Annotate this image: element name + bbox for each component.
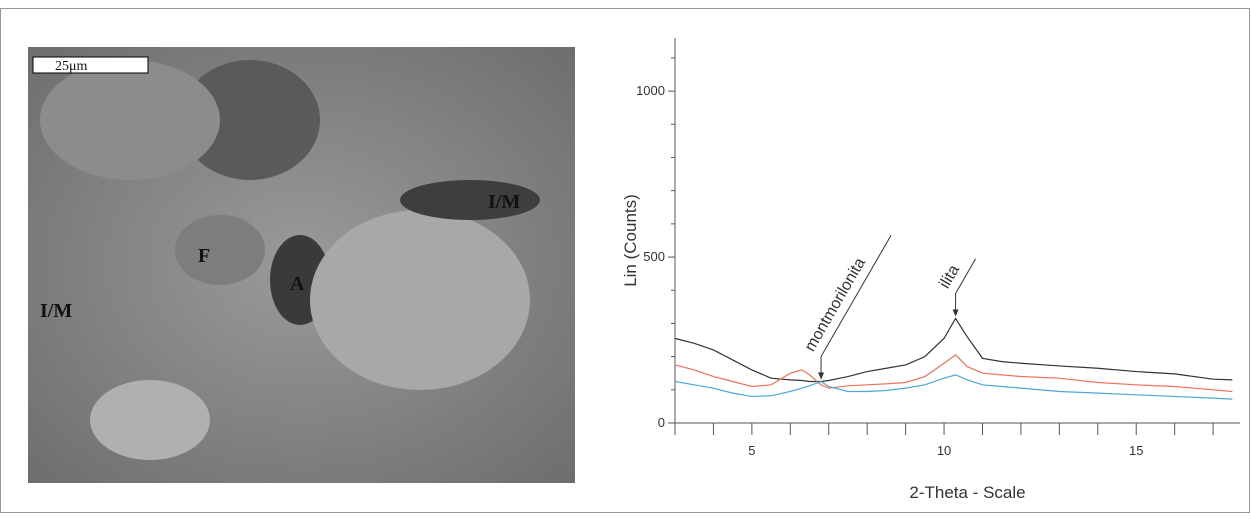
frame bbox=[0, 8, 1250, 513]
series-line bbox=[674, 374, 1233, 400]
series-line bbox=[674, 317, 1233, 383]
x-tick-label: 5 bbox=[748, 443, 755, 458]
annotation-arrow bbox=[955, 258, 977, 316]
texture bbox=[40, 60, 220, 180]
annotation-arrow bbox=[820, 235, 892, 379]
y-tick-label: 1000 bbox=[636, 83, 665, 98]
y-tick-label: 500 bbox=[643, 249, 665, 264]
scale-label: 25μm bbox=[55, 59, 88, 74]
arrow-head bbox=[952, 309, 959, 317]
series-line bbox=[674, 354, 1233, 393]
texture bbox=[310, 210, 530, 390]
texture bbox=[180, 60, 320, 180]
texture bbox=[90, 380, 210, 460]
scale-bar bbox=[32, 56, 149, 74]
x-tick-label: 15 bbox=[1129, 443, 1143, 458]
phase-label: I/M bbox=[40, 300, 72, 322]
y-tick-label: 0 bbox=[658, 415, 665, 430]
phase-label: I/M bbox=[488, 191, 520, 213]
sem-image: 25μm F A I/M I/M bbox=[28, 47, 575, 483]
y-axis-label: Lin (Counts) bbox=[621, 194, 640, 287]
texture bbox=[175, 215, 265, 285]
phase-label: A bbox=[290, 273, 305, 295]
chart: 0 500 1000 5 10 15 2-Theta - Scale Lin (Counts)… bbox=[621, 38, 1240, 502]
texture bbox=[400, 180, 540, 220]
arrow-head bbox=[818, 372, 825, 380]
annotation-label: montmorilonita bbox=[802, 255, 869, 354]
phase-label: F bbox=[198, 245, 210, 267]
x-axis-label: 2-Theta - Scale bbox=[909, 483, 1025, 502]
x-tick-label: 10 bbox=[937, 443, 951, 458]
